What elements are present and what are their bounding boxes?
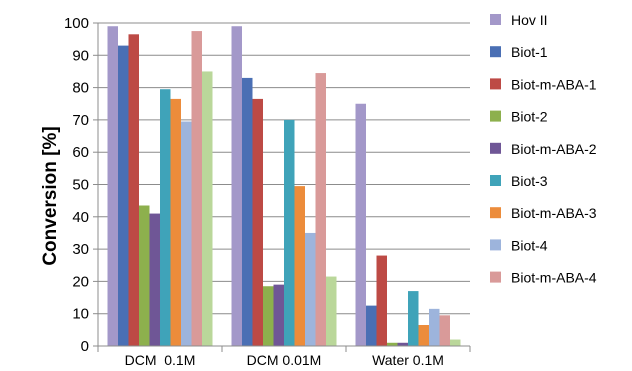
bar [418, 325, 429, 346]
legend-label: Biot-1 [511, 44, 548, 60]
legend-label: Biot-m-ABA-2 [511, 141, 597, 157]
bar [170, 98, 181, 346]
bar [355, 103, 366, 346]
bar [128, 34, 139, 347]
bar [408, 291, 419, 346]
y-tick-label: 50 [72, 177, 89, 194]
bar [202, 71, 213, 346]
y-tick-label: 30 [72, 241, 89, 258]
bar [450, 339, 461, 346]
legend-label: Hov II [511, 12, 548, 28]
bar [294, 186, 305, 346]
bar [252, 98, 263, 346]
y-tick-label: 70 [72, 112, 89, 129]
x-category-label: Water 0.1M [372, 352, 444, 368]
legend-swatch [490, 78, 501, 90]
legend-label: Biot-4 [511, 237, 548, 253]
category-labels: DCM 0.1M DCM 0.01M Water 0.1M [125, 352, 444, 368]
bar [273, 284, 284, 346]
bar [160, 89, 171, 346]
legend: Hov II Biot-1 Biot-m-ABA-1 Biot-2 Biot-m-ABA… [490, 12, 597, 286]
bar [118, 45, 129, 347]
x-category-label: DCM 0.1M [125, 352, 196, 368]
legend-swatch [490, 142, 501, 154]
y-tick-label: 10 [72, 306, 89, 323]
y-axis-label: Conversion [%] [40, 126, 61, 265]
legend-label: Biot-m-ABA-3 [511, 205, 597, 221]
bar [439, 315, 450, 346]
legend-swatch [490, 110, 501, 122]
legend-label: Biot-m-ABA-4 [511, 270, 597, 286]
y-tick-label: 20 [72, 273, 89, 290]
bar [376, 255, 387, 346]
bar [397, 342, 408, 346]
legend-label: Biot-2 [511, 109, 548, 125]
x-category-label: DCM 0.01M [247, 352, 322, 368]
bar [263, 286, 274, 346]
legend-swatch [490, 271, 501, 283]
bar [429, 308, 440, 346]
y-axis-ticks: 0 10 20 30 40 50 60 70 80 90 100 [64, 15, 98, 355]
bars [107, 26, 461, 347]
axes [97, 23, 471, 352]
bar [284, 119, 295, 347]
legend-swatch [490, 46, 501, 58]
legend-label: Biot-3 [511, 173, 548, 189]
bar [149, 213, 160, 346]
legend-swatch [490, 175, 501, 186]
bar [191, 31, 202, 346]
legend-swatch [490, 239, 501, 251]
bar [139, 205, 150, 346]
bar [387, 342, 398, 346]
y-tick-label: 0 [81, 338, 89, 355]
y-tick-label: 100 [64, 15, 89, 32]
y-tick-label: 90 [72, 47, 89, 64]
bar [326, 276, 337, 346]
bar [366, 305, 377, 346]
bar [107, 26, 118, 346]
bar [231, 26, 242, 346]
y-tick-label: 60 [72, 144, 89, 161]
bar [181, 121, 192, 346]
legend-label: Biot-m-ABA-1 [511, 76, 597, 92]
legend-swatch [490, 14, 501, 25]
bar [315, 73, 326, 346]
y-tick-label: 80 [72, 80, 89, 97]
bar [305, 232, 316, 346]
legend-swatch [490, 207, 501, 219]
y-tick-label: 40 [72, 209, 89, 226]
bar [242, 77, 253, 346]
